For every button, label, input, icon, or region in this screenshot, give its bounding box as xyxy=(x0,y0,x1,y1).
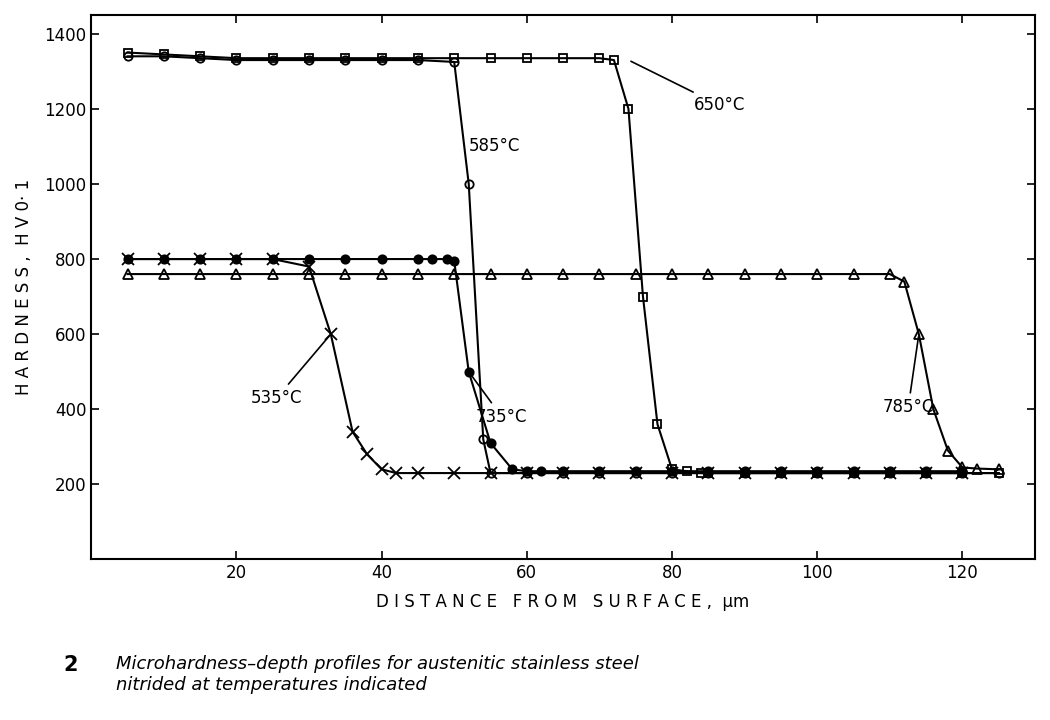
X-axis label: D I S T A N C E   F R O M   S U R F A C E ,  μm: D I S T A N C E F R O M S U R F A C E , … xyxy=(377,593,750,611)
Text: 585°C: 585°C xyxy=(468,138,520,156)
Text: 2: 2 xyxy=(63,655,78,675)
Text: Microhardness–depth profiles for austenitic stainless steel
nitrided at temperat: Microhardness–depth profiles for austeni… xyxy=(116,655,638,694)
Text: 735°C: 735°C xyxy=(470,374,527,426)
Text: 535°C: 535°C xyxy=(251,336,329,407)
Y-axis label: H A R D N E S S ,  H V 0· 1: H A R D N E S S , H V 0· 1 xyxy=(15,179,33,395)
Text: 650°C: 650°C xyxy=(631,61,746,114)
Text: 785°C: 785°C xyxy=(883,337,933,416)
